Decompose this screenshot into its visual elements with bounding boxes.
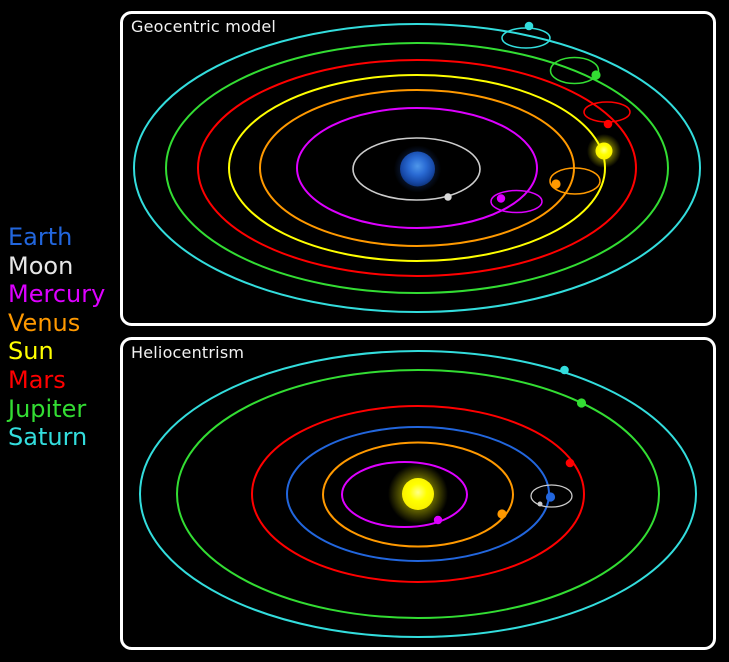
- geocentric-body-earth: [400, 151, 435, 187]
- legend-item-saturn: Saturn: [8, 423, 88, 452]
- geocentric-orbit-jupiter: [165, 42, 669, 294]
- planet-color-legend: Earth Moon Mercury Venus Sun Mars Jupiter Satur…: [8, 223, 105, 452]
- geocentric-body-mars: [603, 119, 613, 129]
- heliocentric-orbit-venus: [322, 441, 514, 548]
- geocentric-body-saturn: [524, 21, 534, 31]
- geocentric-body-sun: [595, 142, 613, 160]
- heliocentric-body-saturn: [560, 365, 569, 375]
- legend-item-moon: Moon: [8, 251, 74, 280]
- geocentric-body-moon: [444, 193, 452, 201]
- geocentric-panel-frame: [120, 11, 716, 326]
- heliocentric-body-mars: [565, 458, 575, 468]
- heliocentric-orbit-moon: [530, 484, 573, 508]
- geocentric-body-jupiter: [591, 70, 601, 80]
- heliocentric-panel-frame: [120, 337, 716, 650]
- heliocentric-body-earth: [545, 492, 556, 502]
- legend-item-venus: Venus: [8, 308, 81, 337]
- heliocentric-orbit-mars: [251, 405, 585, 583]
- legend-item-sun: Sun: [8, 337, 54, 366]
- heliocentric-body-sun: [402, 478, 434, 510]
- geocentric-orbit-moon: [352, 137, 481, 201]
- legend-item-jupiter: Jupiter: [8, 394, 87, 423]
- heliocentric-orbit-mercury: [341, 461, 468, 528]
- heliocentric-body-venus: [497, 509, 507, 519]
- heliocentric-body-moon: [537, 501, 543, 507]
- panel-heliocentric: [120, 337, 716, 650]
- geocentric-epicycle-venus: [549, 167, 601, 195]
- panel-geocentric: [120, 11, 716, 326]
- heliocentric-orbit-jupiter: [176, 369, 660, 619]
- geocentric-epicycle-mars: [583, 101, 631, 123]
- geocentric-body-venus: [551, 179, 561, 189]
- geocentric-orbit-sun: [228, 74, 606, 262]
- legend-item-mercury: Mercury: [8, 280, 106, 309]
- heliocentric-body-jupiter: [576, 398, 587, 408]
- legend-item-earth: Earth: [8, 223, 73, 251]
- geocentric-epicycle-jupiter: [549, 56, 600, 85]
- geocentric-epicycle-mercury: [490, 189, 543, 214]
- legend-item-mars: Mars: [8, 365, 66, 394]
- heliocentric-panel-title: Heliocentrism: [131, 343, 245, 362]
- geocentric-orbit-mercury: [296, 107, 538, 229]
- heliocentric-orbit-saturn: [139, 350, 697, 638]
- geocentric-panel-title: Geocentric model: [131, 17, 277, 36]
- geocentric-body-mercury: [496, 194, 506, 203]
- geocentric-orbit-saturn: [133, 23, 701, 313]
- heliocentric-body-mercury: [433, 515, 443, 525]
- geocentric-orbit-mars: [197, 59, 637, 277]
